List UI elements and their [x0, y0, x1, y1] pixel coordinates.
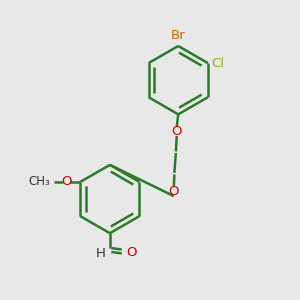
- Text: Cl: Cl: [212, 57, 224, 70]
- Text: O: O: [172, 125, 182, 138]
- Text: H: H: [95, 247, 105, 260]
- Text: CH₃: CH₃: [29, 176, 51, 188]
- Text: O: O: [61, 176, 72, 188]
- Text: O: O: [126, 246, 137, 259]
- Text: Br: Br: [171, 29, 185, 42]
- Text: O: O: [169, 185, 179, 198]
